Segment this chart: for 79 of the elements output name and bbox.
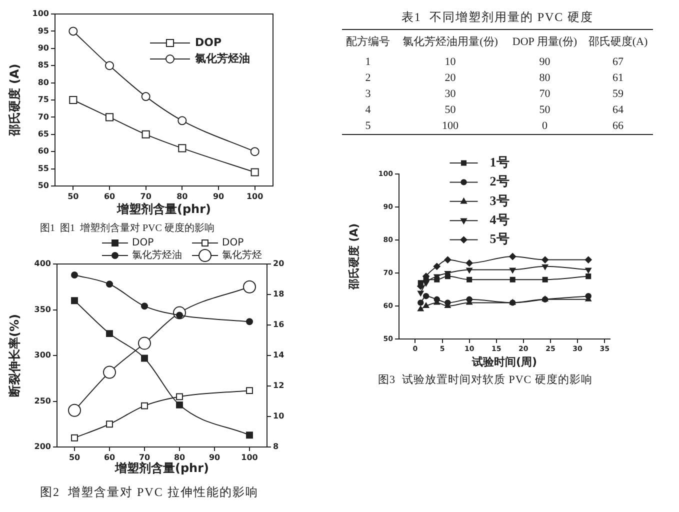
x-axis-title: 试验时间(周)	[470, 355, 538, 368]
text: 图1 图1 增塑剂含量对 PVC 硬度的影响	[40, 222, 214, 235]
y2-tick-label: 10	[273, 412, 285, 421]
x-axis-title: 增塑剂含量(phr)	[116, 202, 212, 216]
y-axis-title: 邵氏硬度 (A)	[7, 64, 22, 138]
y-tick-label: 5	[364, 119, 372, 134]
x-tick-label: 80	[174, 452, 186, 462]
y-tick-label: 250	[34, 396, 52, 406]
x-tick-label: 70	[140, 192, 152, 201]
y2-tick-label: 14	[273, 350, 285, 360]
data-label: 20	[444, 71, 457, 86]
legend-label: 2号	[490, 174, 510, 189]
legend-label: 5号	[490, 231, 510, 246]
x-tick-label: 100	[246, 192, 264, 201]
legend-label: 1号	[490, 154, 510, 170]
y2-tick-label: 20	[273, 259, 285, 268]
legend-label: DOP	[222, 238, 244, 249]
y2-tick-label: 16	[273, 320, 285, 330]
data-label: 64	[611, 103, 624, 118]
data-label: 80	[538, 71, 552, 86]
legend-label: 氯化芳烃油	[194, 52, 250, 65]
y-axis-title: 邵氏硬度 (A)	[347, 223, 360, 291]
y-tick-label: 55	[38, 164, 50, 173]
y-tick-label: 200	[34, 442, 52, 452]
x-tick-label: DOP 用量(份)	[511, 35, 578, 50]
y-axis-title: 断裂伸长率(%)	[7, 314, 22, 397]
data-label: 100	[441, 119, 460, 134]
y-tick-label: 4	[364, 103, 372, 118]
chart-title: 表1 不同增塑剂用量的 PVC 硬度	[400, 9, 595, 26]
y-tick-label: 50	[38, 181, 50, 190]
data-label: 67	[611, 55, 624, 70]
y-tick-label: 95	[38, 26, 50, 36]
y2-tick-label: 12	[273, 381, 284, 390]
y-tick-label: 350	[34, 304, 52, 314]
y2-tick-label: 8	[273, 442, 279, 452]
y-tick-label: 100	[32, 9, 50, 18]
legend-label: 氯化芳烃	[222, 249, 262, 262]
data-label: 50	[538, 103, 552, 118]
y-tick-label: 70	[38, 112, 50, 122]
data-label: 90	[538, 55, 552, 70]
x-tick-label: 50	[68, 452, 80, 462]
y-tick-label: 80	[38, 78, 50, 87]
y-tick-label: 3	[364, 87, 372, 102]
data-label: 59	[611, 87, 624, 102]
y-axis-title: 配方编号	[344, 34, 391, 50]
data-label: 10	[444, 55, 457, 70]
x-tick-label: 70	[138, 452, 150, 462]
y-tick-label: 65	[38, 129, 50, 138]
x-tick-label: 60	[104, 192, 116, 201]
y2-tick-label: 18	[273, 290, 285, 299]
legend-label: DOP	[195, 36, 222, 49]
x-tick-label: 90	[208, 452, 220, 462]
y-tick-label: 400	[34, 259, 52, 268]
x-tick-label: 90	[212, 192, 224, 201]
x-tick-label: 邵氏硬度(A)	[587, 34, 649, 50]
y-tick-label: 2	[364, 71, 372, 86]
y-tick-label: 75	[38, 95, 50, 104]
y-tick-label: 60	[38, 146, 50, 156]
x-tick-label: 80	[176, 192, 188, 201]
data-label: 50	[444, 103, 457, 118]
x-tick-label: 60	[104, 452, 116, 462]
y-tick-label: 1	[364, 55, 372, 70]
legend-label: DOP	[132, 238, 154, 249]
y-tick-label: 300	[34, 350, 52, 360]
legend-label: 氯化芳烃油	[132, 249, 182, 262]
data-label: 66	[611, 119, 624, 134]
legend-label: 3号	[490, 192, 510, 208]
x-tick-label: 氯化芳烃油用量(份)	[402, 35, 499, 50]
data-label: 61	[611, 71, 624, 86]
legend-label: 4号	[490, 212, 510, 227]
text: 图3 试验放置时间对软质 PVC 硬度的影响	[378, 372, 592, 387]
y-tick-label: 85	[38, 60, 50, 70]
text: 图2 增塑含量对 PVC 拉伸性能的影响	[40, 484, 258, 501]
data-label: 70	[538, 87, 552, 102]
x-axis-title: 增塑剂含量(phr)	[114, 460, 210, 475]
x-tick-label: 100	[241, 452, 258, 462]
x-tick-label: 50	[68, 192, 80, 201]
data-label: 30	[444, 87, 457, 102]
data-label: 0	[541, 119, 549, 134]
